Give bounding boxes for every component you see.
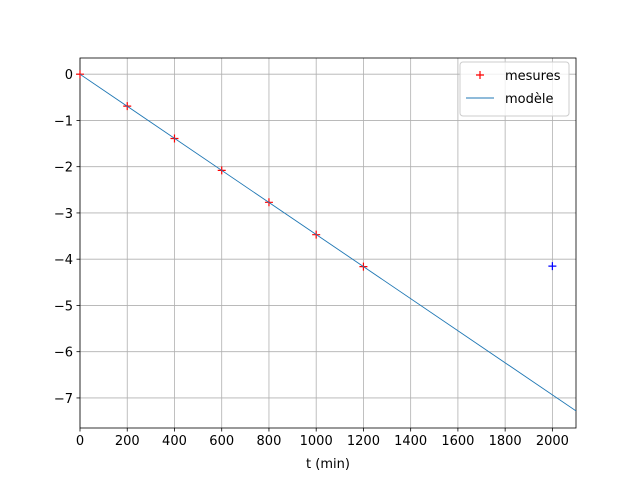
y-tick-label: −2 [54,161,73,176]
x-tick-label: 1800 [489,434,522,449]
x-tick-label: 400 [162,434,187,449]
y-tick-label: −6 [54,346,73,361]
plot-frame [79,57,577,429]
y-tick-label: −7 [54,392,73,407]
line [80,73,576,412]
x-tick-label: 200 [115,434,140,449]
x-tick-label: 1600 [441,434,474,449]
x-tick-label: 1000 [300,434,333,449]
y-tick-label: −4 [54,253,73,268]
marker [548,262,557,271]
y-tick-label: −3 [54,207,73,222]
x-tick-label: 2000 [536,434,569,449]
x-tick-label: 1200 [347,434,380,449]
x-tick-label: 0 [76,434,84,449]
x-tick-label: 1400 [394,434,427,449]
x-tick-label: 800 [257,434,282,449]
y-tick-label: −1 [54,114,73,129]
legend-label: modèle [505,92,553,107]
legend-box [459,61,570,117]
x-axis-label: t (min) [306,457,350,472]
x-tick-label: 600 [209,434,234,449]
legend-label: mesures [505,69,561,84]
y-tick-label: −5 [54,299,73,314]
marker [476,71,484,79]
y-tick-label: 0 [65,68,73,83]
